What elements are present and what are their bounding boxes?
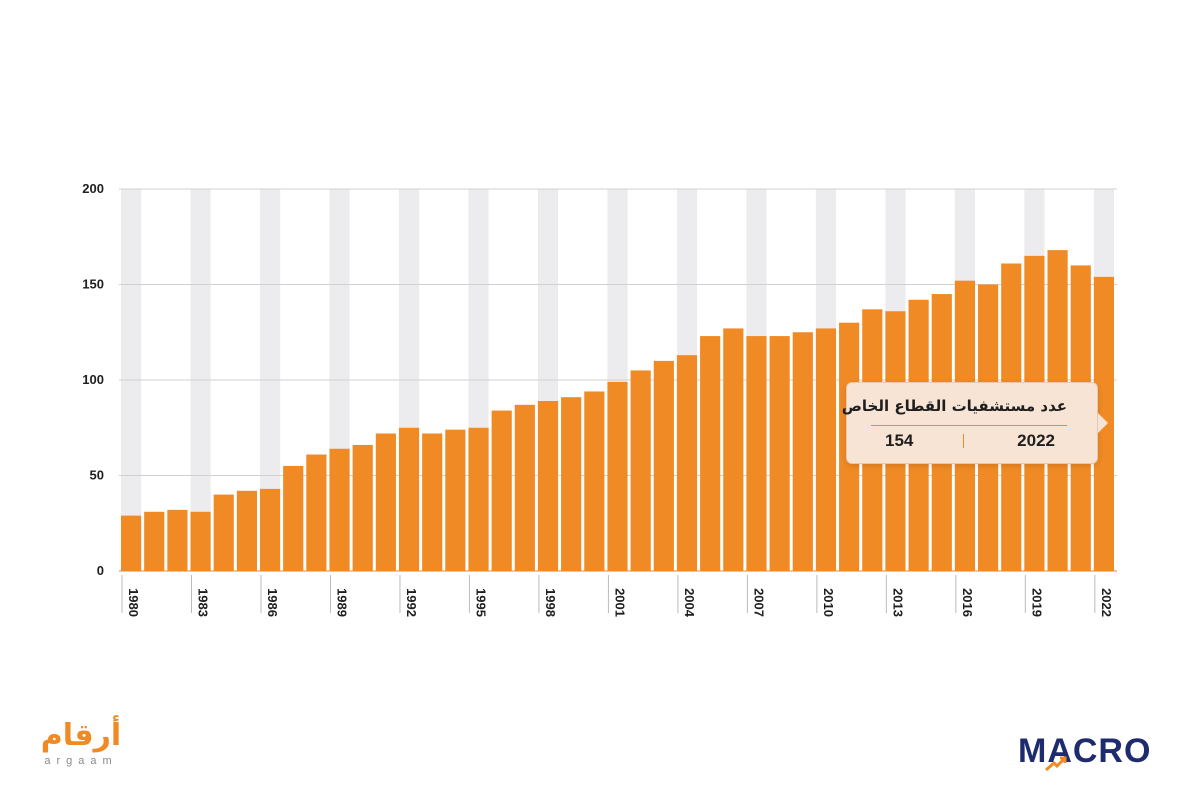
macro-logo: MACRO xyxy=(1018,732,1152,770)
bar-1997[interactable] xyxy=(514,404,535,571)
tooltip-year: 2022 xyxy=(1017,431,1055,450)
tooltip-value: 154 xyxy=(885,431,914,450)
x-tick-label: 2013 xyxy=(890,588,905,617)
bar-1980[interactable] xyxy=(121,515,142,571)
y-tick-label: 200 xyxy=(82,181,104,196)
x-tick-label: 1980 xyxy=(126,588,141,617)
bar-1986[interactable] xyxy=(259,488,281,571)
bar-2009[interactable] xyxy=(792,332,813,571)
x-tick-label: 2016 xyxy=(960,588,975,617)
tooltip-divider xyxy=(871,425,1067,426)
bar-1991[interactable] xyxy=(375,433,396,571)
x-tick-label: 2010 xyxy=(821,588,836,617)
bar-1993[interactable] xyxy=(422,433,443,571)
bar-2001[interactable] xyxy=(607,381,628,571)
bar-1984[interactable] xyxy=(213,494,234,571)
x-tick-label: 2007 xyxy=(751,588,766,617)
y-tick-label: 0 xyxy=(97,563,104,578)
bar-1981[interactable] xyxy=(144,511,165,571)
x-tick-label: 1998 xyxy=(543,588,558,617)
x-tick-label: 2004 xyxy=(682,588,697,618)
bar-2005[interactable] xyxy=(700,336,721,571)
bar-1995[interactable] xyxy=(468,427,489,571)
x-tick-label: 1986 xyxy=(265,588,280,617)
y-tick-label: 150 xyxy=(82,277,104,292)
bar-1999[interactable] xyxy=(561,397,582,571)
x-tick-label: 2001 xyxy=(613,588,628,617)
bar-1994[interactable] xyxy=(445,429,466,571)
x-tick-label: 1995 xyxy=(474,588,489,617)
bar-2004[interactable] xyxy=(676,355,698,571)
bar-1987[interactable] xyxy=(283,465,304,571)
tooltip-pointer xyxy=(1098,413,1108,433)
x-tick-label: 2022 xyxy=(1099,588,1114,617)
tooltip: عدد مستشفيات القطاع الخاص 2022 154 xyxy=(842,382,1098,464)
bar-1988[interactable] xyxy=(306,454,327,571)
bar-1985[interactable] xyxy=(236,490,257,571)
bar-1990[interactable] xyxy=(352,444,373,571)
bar-2003[interactable] xyxy=(653,360,674,571)
y-axis: 0 50 100 150 200 xyxy=(82,181,104,578)
x-tick-label: 1989 xyxy=(335,588,350,617)
bar-2000[interactable] xyxy=(584,391,605,571)
bar-1982[interactable] xyxy=(167,509,188,571)
bar-2006[interactable] xyxy=(723,328,744,571)
macro-logo-arrow-icon xyxy=(1045,756,1067,772)
x-tick-label: 2019 xyxy=(1029,588,1044,617)
bar-1998[interactable] xyxy=(537,401,559,571)
bar-1992[interactable] xyxy=(398,427,420,571)
x-tick-label: 1992 xyxy=(404,588,419,617)
y-tick-label: 100 xyxy=(82,372,104,387)
bar-2002[interactable] xyxy=(630,370,651,571)
bar-2007[interactable] xyxy=(746,336,767,571)
y-tick-label: 50 xyxy=(90,468,104,483)
bar-1983[interactable] xyxy=(190,511,211,571)
bar-2010[interactable] xyxy=(815,328,837,571)
bar-2008[interactable] xyxy=(769,336,790,571)
argaam-logo: أرقام argaam xyxy=(26,718,136,770)
x-tick-label: 1983 xyxy=(196,588,211,617)
bar-1989[interactable] xyxy=(329,448,350,571)
x-axis: 1980 1983 1986 1989 1992 1995 1998 2001 2004 2007… xyxy=(121,575,1114,618)
argaam-logo-arabic: أرقام xyxy=(40,718,122,753)
argaam-logo-latin: argaam xyxy=(44,755,118,767)
tooltip-title: عدد مستشفيات القطاع الخاص xyxy=(841,397,1067,415)
tooltip-separator xyxy=(963,434,964,448)
bar-1996[interactable] xyxy=(491,410,512,571)
